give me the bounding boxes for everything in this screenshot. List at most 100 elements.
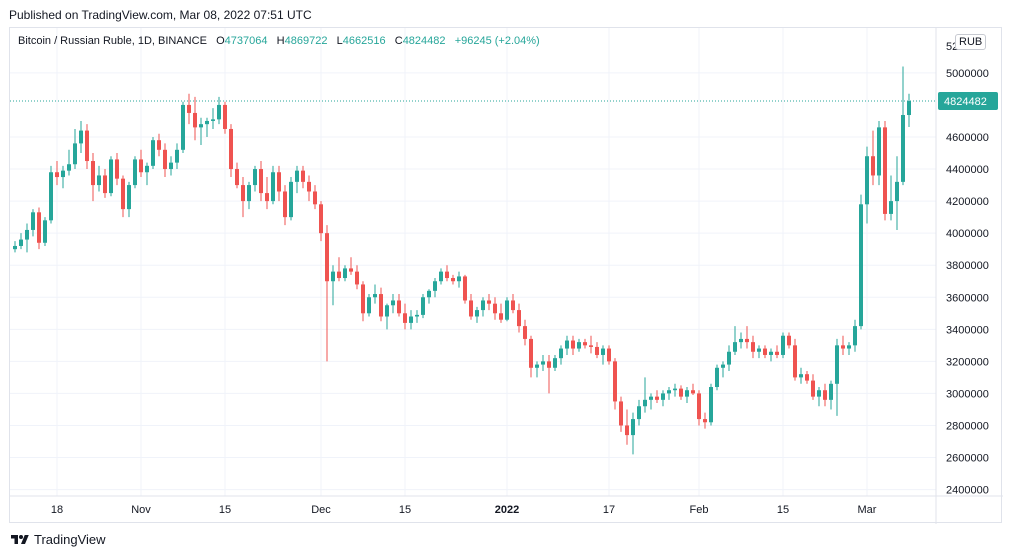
candle-body <box>697 393 701 420</box>
time-tick-label: Mar <box>858 504 877 516</box>
candle-body <box>229 128 233 170</box>
symbol-name: Bitcoin / Russian Ruble, 1D, BINANCE <box>18 35 207 47</box>
candle-body <box>703 419 707 423</box>
candle-body <box>325 233 329 282</box>
candle-body <box>679 388 683 397</box>
candle-body <box>883 127 887 214</box>
candle-down <box>703 412 707 429</box>
last-price-badge: 4824482 <box>938 92 998 111</box>
candle-up <box>685 387 689 404</box>
candle-body <box>379 294 383 317</box>
candle-down <box>499 303 503 323</box>
candle-up <box>367 294 371 317</box>
candle-down <box>259 161 263 202</box>
chart-frame[interactable]: 2400000 2600000 2800000 3000000 3200000 34000… <box>9 27 1003 524</box>
candle-down <box>751 335 755 359</box>
candle-up <box>151 136 155 170</box>
candle-up <box>391 294 395 314</box>
candle-body <box>631 419 635 436</box>
candle-body <box>13 245 17 250</box>
candle-body <box>403 313 407 323</box>
candle-down <box>301 165 305 189</box>
price-tick-label: 3000000 <box>946 388 989 400</box>
candle-down <box>265 177 269 210</box>
candle-down <box>283 185 287 226</box>
candle-down <box>523 319 527 346</box>
candle-body <box>421 297 425 315</box>
candle-body <box>271 172 275 202</box>
price-tick-label: 3600000 <box>946 292 989 304</box>
candle-body <box>25 229 29 240</box>
candle-body <box>889 201 893 214</box>
candle-body <box>49 172 53 221</box>
price-tick-label: 5000000 <box>946 68 989 80</box>
candle-down <box>469 294 473 320</box>
candle-down <box>307 175 311 202</box>
candle-body <box>487 300 491 304</box>
candle-up <box>421 294 425 319</box>
tradingview-footer[interactable]: TradingView <box>11 532 106 547</box>
candle-down <box>607 345 611 365</box>
candle-body <box>121 178 125 210</box>
candle-down <box>187 93 191 125</box>
candle-body <box>499 313 503 320</box>
candle-body <box>427 290 431 298</box>
candle-body <box>451 278 455 282</box>
candle-down <box>547 354 551 394</box>
candle-body <box>475 310 479 317</box>
candle-body <box>763 348 767 355</box>
candle-up <box>757 345 761 359</box>
candle-body <box>211 119 215 121</box>
candle-down <box>403 303 407 330</box>
candle-down <box>85 124 89 170</box>
candle-down <box>511 294 515 314</box>
candle-down <box>583 338 587 349</box>
candle-body <box>361 284 365 314</box>
candlestick-chart[interactable]: 2400000 2600000 2800000 3000000 3200000 34000… <box>10 28 1003 524</box>
candle-up <box>199 117 203 145</box>
currency-badge[interactable]: RUB <box>955 34 987 50</box>
candle-body <box>529 338 533 368</box>
candle-down <box>823 383 827 407</box>
time-tick-label: 2022 <box>495 504 519 516</box>
candle-body <box>97 175 101 186</box>
time-tick-label: 17 <box>603 504 615 516</box>
candle-body <box>163 149 167 170</box>
candle-body <box>307 181 311 192</box>
candle-down <box>277 165 281 202</box>
candle-body <box>109 159 113 194</box>
candle-body <box>553 358 557 368</box>
candle-down <box>529 335 533 378</box>
candle-body <box>847 345 851 349</box>
published-caption: Published on TradingView.com, Mar 08, 20… <box>9 8 312 22</box>
candle-down <box>361 281 365 322</box>
candle-up <box>553 354 557 371</box>
symbol-legend: Bitcoin / Russian Ruble, 1D, BINANCE O47… <box>18 35 540 47</box>
candle-body <box>319 204 323 234</box>
candle-up <box>829 380 833 410</box>
candle-down <box>235 162 239 189</box>
candle-body <box>157 140 161 150</box>
candle-body <box>661 393 665 400</box>
candle-up <box>781 332 785 359</box>
candle-body <box>859 204 863 327</box>
candle-body <box>871 156 875 176</box>
candle-down <box>679 385 683 400</box>
candle-down <box>325 225 329 362</box>
candle-up <box>385 303 389 330</box>
candle-body <box>31 212 35 230</box>
candle-body <box>127 185 131 210</box>
candle-up <box>667 387 671 400</box>
candle-body <box>265 193 269 202</box>
candle-body <box>841 345 845 349</box>
candle-up <box>709 383 713 426</box>
candle-body <box>469 300 473 317</box>
candle-body <box>751 342 755 352</box>
candle-body <box>517 310 521 327</box>
candle-up <box>295 165 299 194</box>
price-tick-label: 2800000 <box>946 420 989 432</box>
candle-body <box>619 401 623 426</box>
time-tick-label: 18 <box>51 504 63 516</box>
candle-body <box>247 185 251 202</box>
candle-body <box>607 348 611 362</box>
